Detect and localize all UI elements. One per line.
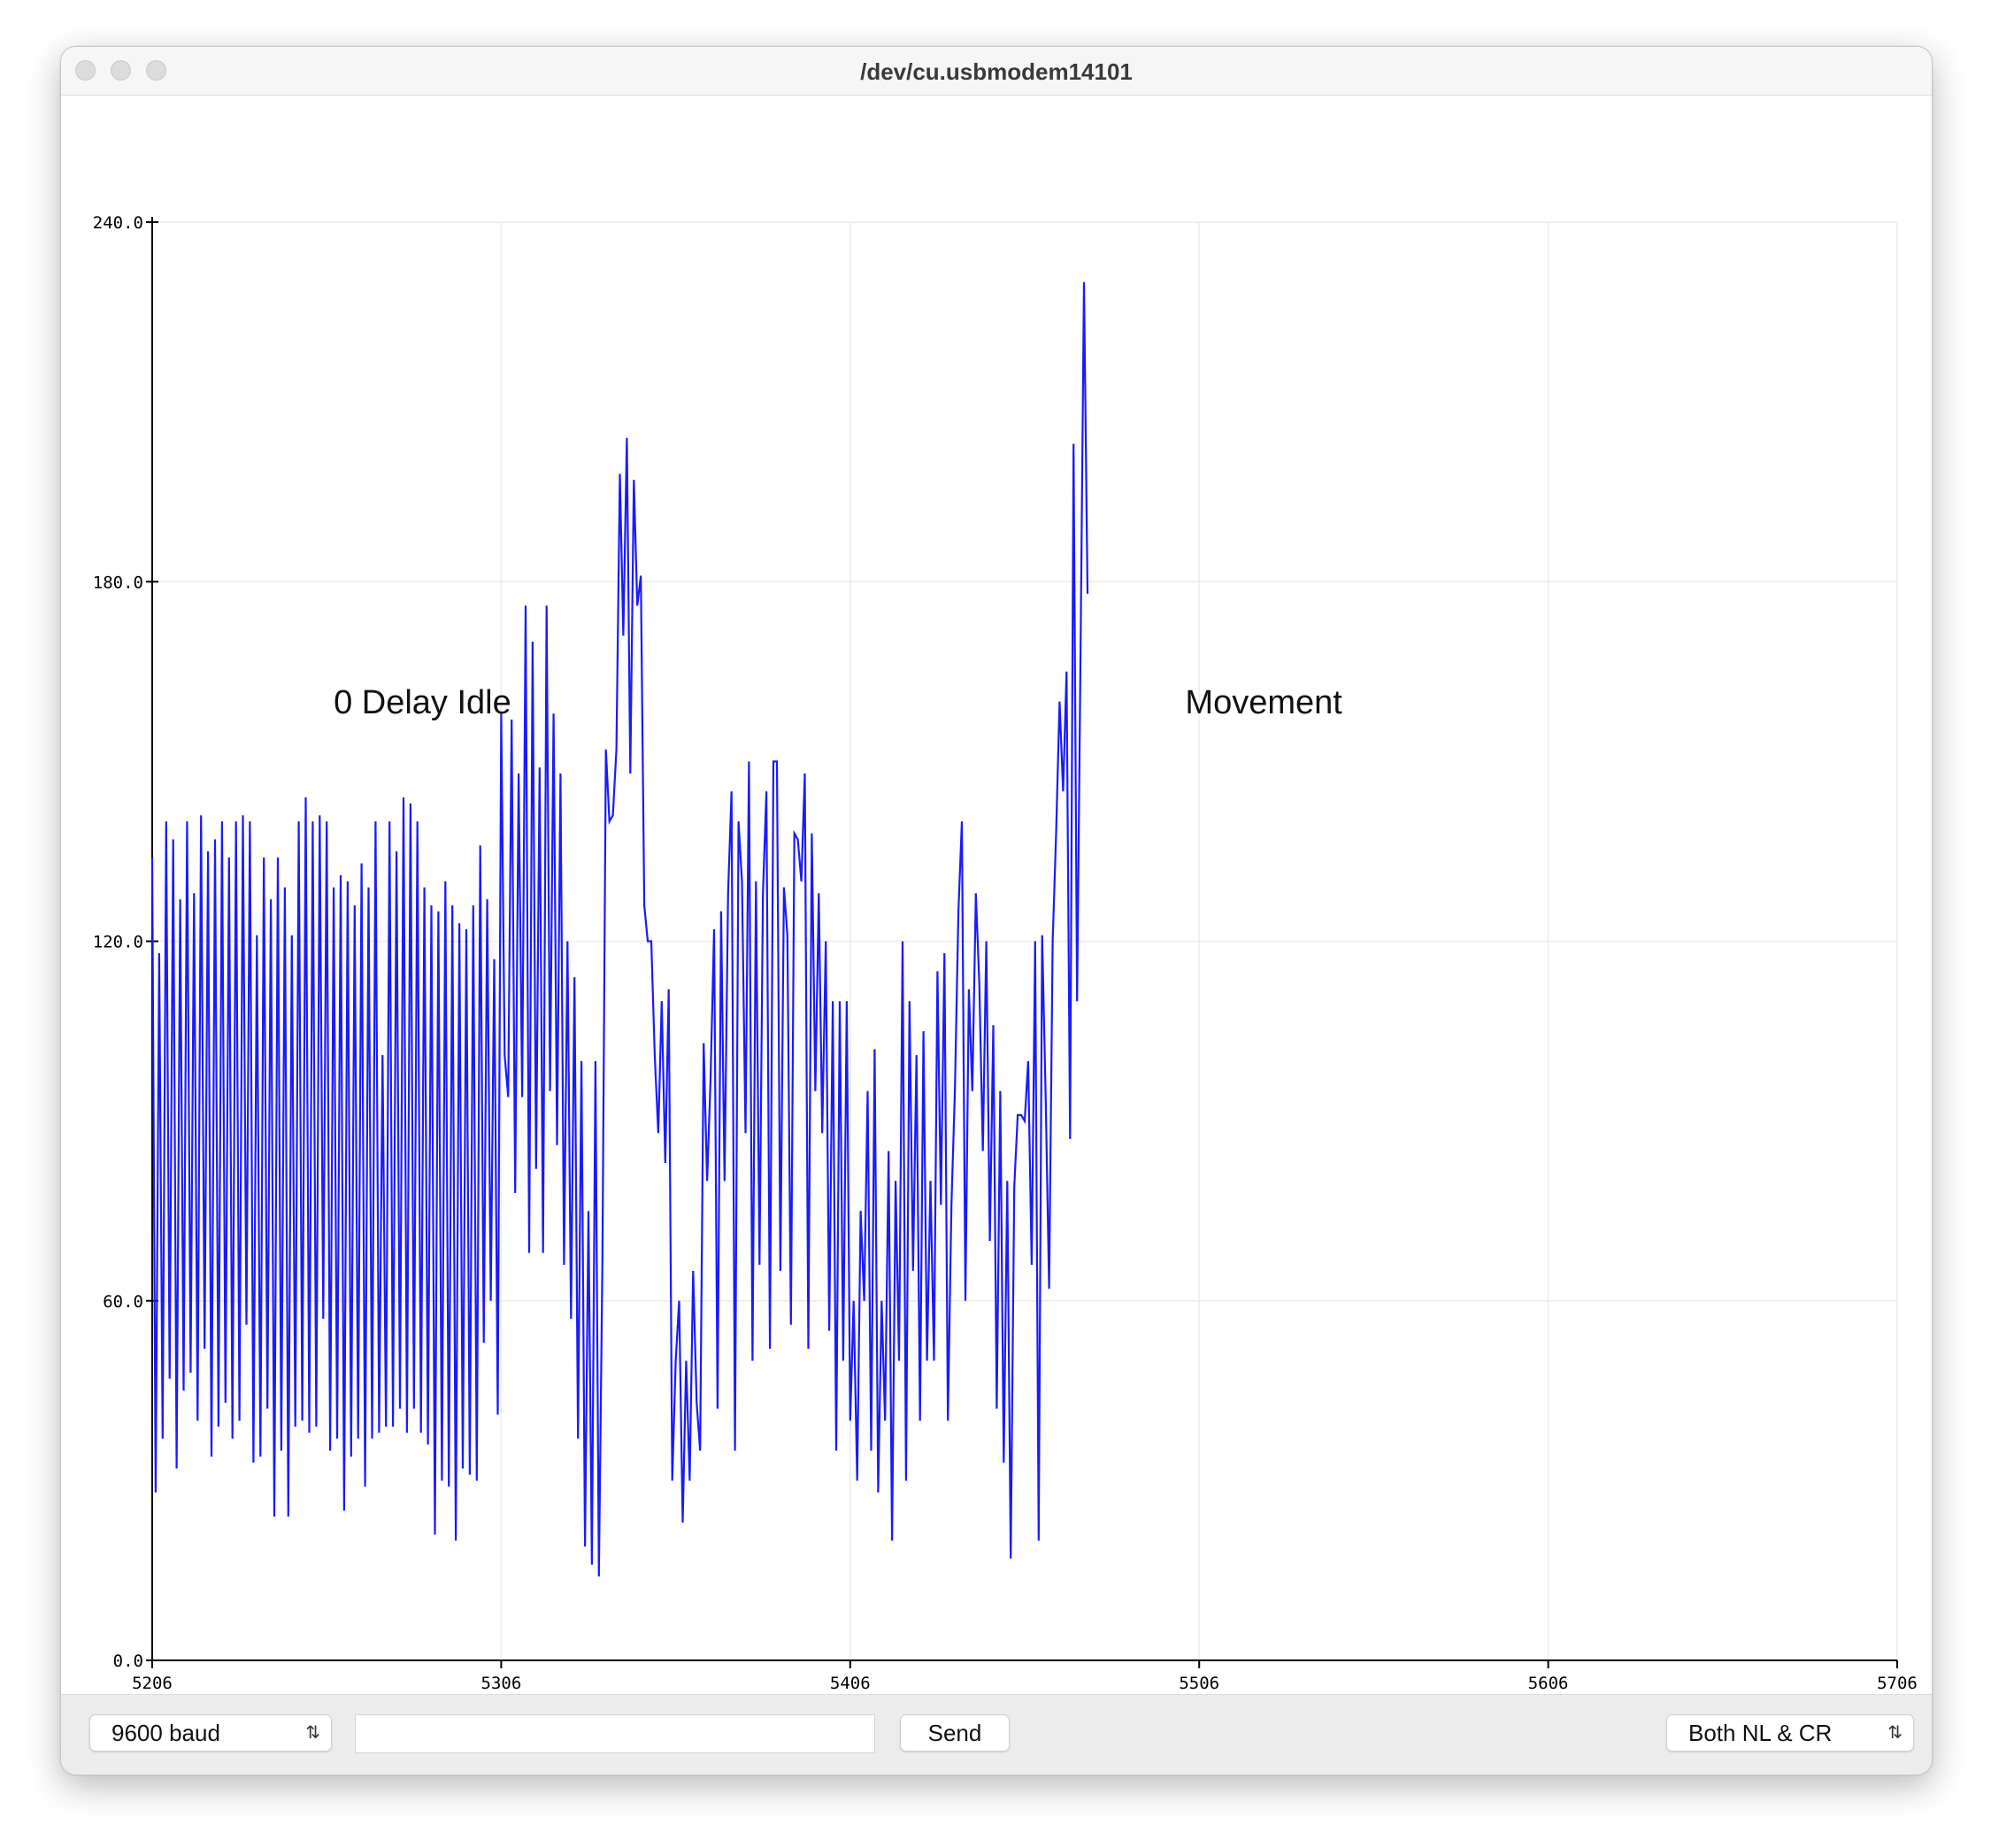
y-tick-label: 0.0 [113, 1652, 143, 1671]
line-ending-select[interactable]: Both NL & CR ⇅ [1666, 1714, 1914, 1752]
title-bar: /dev/cu.usbmodem14101 [61, 47, 1932, 96]
annotation-label: Movement [1185, 684, 1342, 721]
window-title: /dev/cu.usbmodem14101 [860, 58, 1133, 85]
bottom-toolbar: 9600 baud ⇅ Send Both NL & CR ⇅ [61, 1694, 1932, 1775]
y-tick-label: 180.0 [93, 573, 143, 592]
x-tick-label: 5706 [1877, 1674, 1918, 1693]
line-ending-label: Both NL & CR [1688, 1720, 1833, 1746]
zoom-window-button[interactable] [146, 60, 166, 81]
baud-rate-select[interactable]: 9600 baud ⇅ [89, 1714, 332, 1752]
y-tick-label: 240.0 [93, 213, 143, 233]
annotation-label: 0 Delay Idle [334, 684, 511, 721]
chevron-up-down-icon: ⇅ [1887, 1723, 1903, 1743]
y-tick-label: 60.0 [103, 1292, 143, 1312]
serial-input-field[interactable] [355, 1714, 875, 1753]
y-tick-label: 120.0 [93, 933, 143, 952]
chevron-up-down-icon: ⇅ [305, 1723, 320, 1743]
x-tick-label: 5406 [830, 1674, 871, 1693]
baud-rate-label: 9600 baud [111, 1720, 220, 1746]
series-line [150, 281, 1089, 1577]
line-chart: 0.0 60.0 120.0 180.0 240.0 5206 5306 5406 5506 56… [93, 213, 1918, 1693]
serial-plotter-window: /dev/cu.usbmodem14101 0.0 60.0 120.0 180.0 2… [60, 46, 1933, 1775]
x-tick-label: 5506 [1179, 1674, 1219, 1693]
x-tick-label: 5606 [1528, 1674, 1569, 1693]
minimize-window-button[interactable] [111, 60, 131, 81]
plot-area: 0.0 60.0 120.0 180.0 240.0 5206 5306 5406 5506 56… [61, 96, 1932, 1740]
close-window-button[interactable] [75, 60, 96, 81]
send-button[interactable]: Send [900, 1714, 1010, 1752]
x-tick-label: 5206 [132, 1674, 173, 1693]
x-tick-label: 5306 [481, 1674, 522, 1693]
